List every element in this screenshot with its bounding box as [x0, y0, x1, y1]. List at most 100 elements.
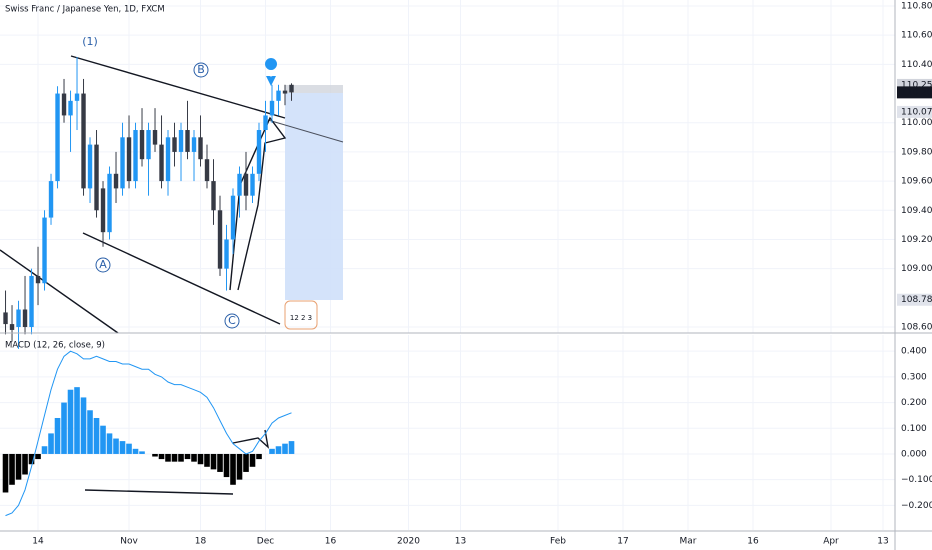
wave-circle [95, 257, 111, 273]
wave-circle [224, 313, 240, 329]
candle-body [100, 188, 106, 233]
candle-body [146, 130, 151, 160]
x-tick-label: 18 [195, 537, 207, 547]
wave-circle [193, 62, 209, 78]
candle-body [243, 173, 249, 196]
x-tick-label: 13 [877, 537, 888, 547]
price-label: 108.787 [901, 295, 932, 305]
divergence-line[interactable] [84, 489, 234, 495]
candle-body [165, 137, 171, 182]
trend-line[interactable] [70, 55, 286, 119]
candle-body [152, 130, 158, 145]
trend-line[interactable] [267, 119, 344, 143]
candle-body [22, 309, 28, 328]
macd-histogram-bar [256, 453, 262, 460]
x-tick-label: Apr [823, 537, 839, 547]
candle-body [3, 312, 8, 325]
macd-histogram-bar [243, 453, 249, 472]
candle-body [172, 137, 177, 152]
candle-body [107, 173, 112, 233]
candle-body [9, 324, 15, 330]
target-zone[interactable] [285, 93, 343, 300]
macd-histogram-bar [288, 441, 295, 454]
candle-body [256, 130, 262, 174]
wave-label[interactable]: C [228, 314, 236, 327]
macd-histogram-bar [275, 446, 282, 454]
y-tick-label: 0.000 [901, 449, 927, 459]
macd-histogram-bar [152, 453, 158, 457]
indicator-title: MACD (12, 26, close, 9) [5, 341, 105, 351]
x-tick-label: Dec [257, 537, 274, 547]
candle-body [237, 173, 242, 196]
candle-body [29, 275, 34, 328]
x-tick-label: Nov [120, 537, 138, 547]
macd-histogram-bar [87, 410, 93, 454]
marker-dot [268, 71, 274, 77]
candle-body [230, 195, 236, 240]
candle-body [217, 210, 223, 269]
macd-histogram-bar [230, 453, 236, 485]
candle-body [178, 130, 184, 152]
wave-label[interactable]: A [99, 258, 107, 271]
macd-histogram-bar [2, 453, 9, 493]
y-tick-label: 0.200 [901, 398, 927, 408]
macd-histogram-bar [217, 453, 223, 472]
y-tick-label: 0.300 [901, 372, 927, 382]
wave-label[interactable]: (1) [82, 35, 98, 48]
macd-histogram-bar [249, 453, 256, 467]
candle-body [35, 275, 41, 284]
trend-line[interactable] [0, 249, 119, 334]
axis-layer: 14 Nov 18 Dec 16 2020 13 Feb 17 Mar 16 Apr 13 110.800… [32, 1, 932, 547]
price-label-bg [897, 86, 932, 99]
candle-body [126, 137, 132, 182]
price-label: 110.208 [901, 88, 932, 98]
candle-body [61, 93, 67, 116]
candle-body [159, 144, 164, 182]
candle-body [133, 130, 138, 182]
x-tick-label: 17 [617, 537, 628, 547]
chart-title: Swiss Franc / Japanese Yen, 1D, FXCM [5, 5, 165, 15]
y-tick-label: −0.100 [901, 475, 932, 485]
x-tick-label: Mar [679, 537, 696, 547]
macd-histogram-bar [28, 453, 35, 465]
x-tick-label: 13 [455, 537, 466, 547]
macd-histogram-bar [67, 389, 74, 454]
macd-histogram-bar [210, 453, 217, 470]
candle-body [224, 239, 229, 269]
candle-body [81, 93, 86, 189]
macd-histogram-bar [269, 448, 275, 454]
candle-body [282, 90, 288, 94]
candle-body [263, 115, 268, 131]
sub-wave-label[interactable]: 12 2 3 [290, 314, 312, 322]
macd-histogram-bar [41, 446, 48, 454]
macd-histogram-bar [15, 453, 22, 480]
macd-histogram-bar [100, 425, 106, 454]
macd-histogram-bar [197, 453, 204, 465]
macd-histogram-bar [54, 417, 61, 454]
candle-body [55, 93, 60, 182]
y-tick-label: 109.400 [901, 206, 932, 216]
y-tick-label: 109.200 [901, 235, 932, 245]
divergence-line[interactable] [232, 429, 270, 449]
trend-line[interactable] [82, 232, 281, 325]
candle-body [120, 137, 125, 189]
stop-zone[interactable] [285, 85, 343, 93]
macd-histogram-bar [113, 438, 119, 454]
candle-body [276, 90, 281, 101]
y-tick-label: 110.000 [901, 118, 932, 128]
macd-histogram-bar [204, 453, 210, 467]
marker-icon[interactable] [265, 58, 278, 86]
macd-histogram-bar [9, 453, 15, 485]
candle-body [139, 130, 145, 160]
macd-histogram-bar [80, 397, 87, 454]
candle-body [42, 217, 47, 284]
candle-body [289, 84, 294, 93]
y-tick-label: 0.100 [901, 424, 927, 434]
candle-body [198, 137, 203, 160]
y-tick-label: 109.600 [901, 177, 932, 187]
y-tick-label: 110.600 [901, 31, 932, 41]
macd-histogram-bar [158, 453, 165, 460]
wave-label[interactable]: B [197, 63, 205, 76]
macd-histogram-bar [35, 453, 41, 460]
candle-body [48, 181, 54, 218]
